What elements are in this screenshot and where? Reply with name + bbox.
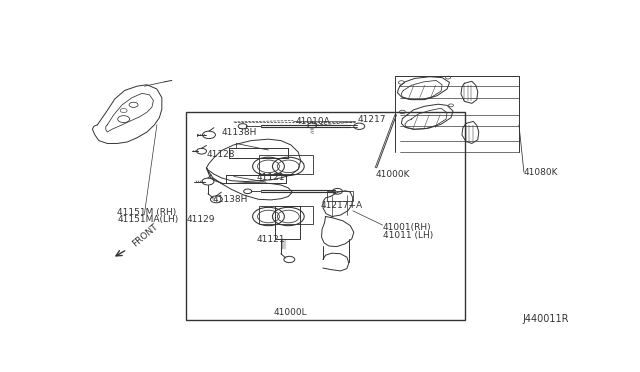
Text: 41138H: 41138H xyxy=(221,128,257,137)
Bar xyxy=(259,155,313,174)
Text: 41217: 41217 xyxy=(358,115,387,124)
Text: 41121: 41121 xyxy=(256,235,285,244)
Text: 41000L: 41000L xyxy=(273,308,307,317)
Text: FRONT: FRONT xyxy=(131,222,160,248)
Text: 41151MA(LH): 41151MA(LH) xyxy=(117,215,179,224)
Text: 41138H: 41138H xyxy=(213,195,248,204)
Text: 41010A: 41010A xyxy=(296,118,330,126)
Text: 41129: 41129 xyxy=(187,215,215,224)
Text: 41121: 41121 xyxy=(256,173,285,182)
Bar xyxy=(327,191,353,201)
Text: J440011R: J440011R xyxy=(522,314,568,324)
Text: 41001(RH): 41001(RH) xyxy=(383,224,431,232)
Bar xyxy=(259,206,313,224)
Bar xyxy=(275,206,300,240)
Text: 41080K: 41080K xyxy=(524,168,559,177)
Text: 41011 (LH): 41011 (LH) xyxy=(383,231,433,240)
Text: 41128: 41128 xyxy=(207,150,235,160)
Text: 41000K: 41000K xyxy=(375,170,410,179)
Bar xyxy=(186,112,465,320)
Text: 41151M (RH): 41151M (RH) xyxy=(117,208,177,217)
Text: 41217+A: 41217+A xyxy=(321,201,363,209)
